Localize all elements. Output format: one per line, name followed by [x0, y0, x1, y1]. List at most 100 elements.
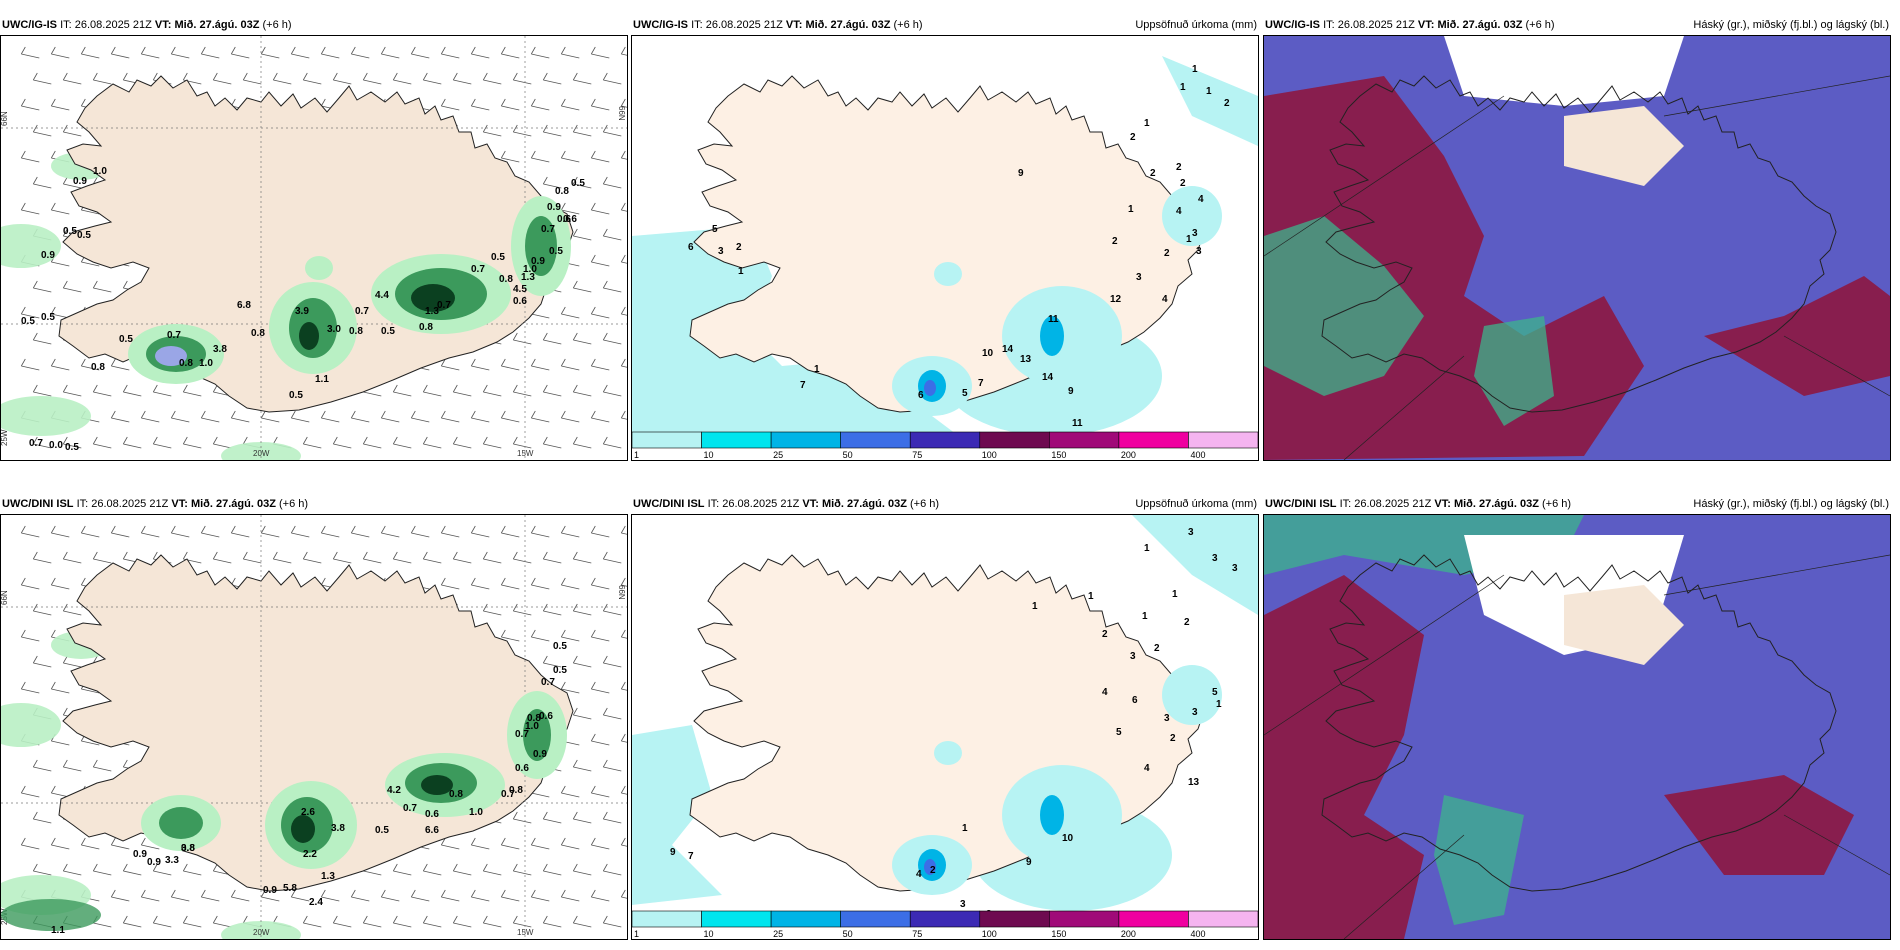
colorbar-tick-label: 400	[1190, 450, 1205, 460]
vt-value: Mið. 27.ágú. 03Z	[1453, 498, 1539, 510]
lon-label-15w: 15W	[517, 449, 534, 458]
precip-area	[421, 775, 453, 795]
wind-barb	[572, 603, 592, 616]
precip-value: 0.5	[77, 230, 91, 241]
map-svg: 11 12122912441234121110756711413149113322…	[632, 36, 1258, 460]
colorbar-tick-label: 150	[1051, 450, 1066, 460]
wind-barb	[32, 436, 52, 449]
wind-barb	[620, 577, 627, 587]
wind-barb	[500, 98, 520, 111]
precip-value: 4	[916, 869, 922, 880]
precip-value: 0.5	[491, 252, 505, 263]
wind-barb	[560, 150, 580, 163]
wind-barb	[20, 358, 40, 371]
wind-barb	[482, 551, 502, 564]
clear-sky-area	[1444, 36, 1684, 106]
map-area[interactable]	[1263, 514, 1891, 940]
map-area[interactable]: 1 1 1 2 1 2 2 9 1 2 4 4 1 2 3 4 12 11 10 7 5 6 7 1 14 13 14 9 11 3 3 2 2…	[631, 35, 1259, 461]
wind-barb	[590, 202, 610, 215]
colorbar-swatch	[840, 910, 911, 928]
lon-label-25w: 25W	[1, 429, 9, 446]
wind-barb	[590, 46, 610, 59]
wind-barb	[302, 551, 322, 564]
wind-barb	[500, 577, 520, 590]
precip-value: 5	[1212, 687, 1218, 698]
precip-overlay	[1, 691, 567, 931]
wind-barb	[620, 889, 627, 899]
model-name: UWC/IG-IS	[633, 19, 688, 31]
wind-barb	[440, 889, 460, 902]
wind-barb	[590, 98, 610, 111]
precip-value: 1	[1144, 118, 1150, 129]
wind-barb	[590, 150, 610, 163]
wind-barb	[602, 863, 622, 876]
wind-barb	[20, 629, 40, 642]
wind-barb	[230, 46, 250, 59]
precip-value: 5	[962, 388, 968, 399]
wind-barb	[542, 551, 562, 564]
precip-value: 6	[918, 390, 924, 401]
precip-value: 0.9	[531, 256, 545, 267]
panel-title: Háský (gr.), miðský (fj.bl.) og lágský (…	[1693, 498, 1889, 510]
wind-barb	[182, 915, 202, 928]
precip-value: 3.3	[165, 855, 179, 866]
lead-time: (+6 h)	[1525, 19, 1555, 31]
wind-barb	[482, 384, 502, 397]
wind-barb	[20, 577, 40, 590]
precip-value: 4	[1102, 687, 1108, 698]
precip-area	[1, 224, 61, 268]
map-area[interactable]: 66N 66N 25W 20W 15W 0.50.70.50.61.00.80.…	[0, 514, 628, 940]
precip-overlay	[892, 665, 1222, 895]
wind-barb	[110, 410, 130, 423]
wind-barb	[422, 72, 442, 85]
precip-value: 1	[814, 364, 820, 375]
wind-barb	[20, 150, 40, 163]
mid-cloud-area	[1664, 775, 1854, 875]
precip-value: 0.9	[133, 849, 147, 860]
vt-label: VT:	[171, 498, 188, 510]
panel-header: UWC/IG-IS IT: 26.08.2025 21Z VT: Mið. 27…	[631, 15, 1259, 35]
wind-barb	[122, 915, 142, 928]
wind-barb	[422, 384, 442, 397]
wind-barb	[542, 332, 562, 345]
wind-barb	[212, 551, 232, 564]
colorbar-tick-label: 150	[1051, 929, 1066, 939]
precip-area	[1040, 795, 1064, 835]
it-value: 26.08.2025 21Z	[722, 498, 800, 510]
precip-value: 0.8	[419, 322, 433, 333]
colorbar-tick-label: 75	[912, 929, 922, 939]
panel-header: UWC/DINI ISL IT: 26.08.2025 21Z VT: Mið.…	[631, 494, 1259, 514]
wind-barb	[182, 384, 202, 397]
wind-barb	[362, 551, 382, 564]
wind-barb	[590, 785, 610, 798]
panel-header: UWC/DINI ISL IT: 26.08.2025 21Z VT: Mið.…	[0, 494, 628, 514]
wind-barb	[572, 863, 592, 876]
precip-overlay	[128, 196, 571, 384]
map-area[interactable]	[1263, 35, 1891, 461]
wind-barb	[80, 46, 100, 59]
wind-barb	[572, 707, 592, 720]
grid-line	[1663, 75, 1890, 117]
mid-cloud-area	[1704, 276, 1890, 396]
panel-header: UWC/IG-IS IT: 26.08.2025 21Z VT: Mið. 27…	[1263, 15, 1891, 35]
wind-barb	[332, 436, 352, 449]
wind-barb	[602, 72, 622, 85]
precip-value: 1.1	[315, 374, 329, 385]
wind-barb	[530, 46, 550, 59]
precip-value: 9	[1026, 857, 1032, 868]
map-area[interactable]: 1333111212234563215341310249971132111025…	[631, 514, 1259, 940]
precip-value: 1	[1180, 82, 1186, 93]
precip-value: 0.8	[251, 328, 265, 339]
wind-barb	[122, 863, 142, 876]
wind-barb	[32, 72, 52, 85]
precip-value: 11	[1072, 418, 1083, 429]
precip-value: 3.8	[181, 843, 195, 854]
wind-barb	[602, 603, 622, 616]
wind-barb	[32, 280, 52, 293]
precip-value: 0.6	[515, 763, 529, 774]
wind-barb	[602, 176, 622, 189]
precip-value: 4	[1162, 294, 1168, 305]
precip-area	[1, 703, 61, 747]
map-area[interactable]: 66N 66N 25W 20W 15W 0.9 1.0 0.5 0.9 0.5 0.5 0.…	[0, 35, 628, 461]
precip-value: 1	[1128, 204, 1134, 215]
